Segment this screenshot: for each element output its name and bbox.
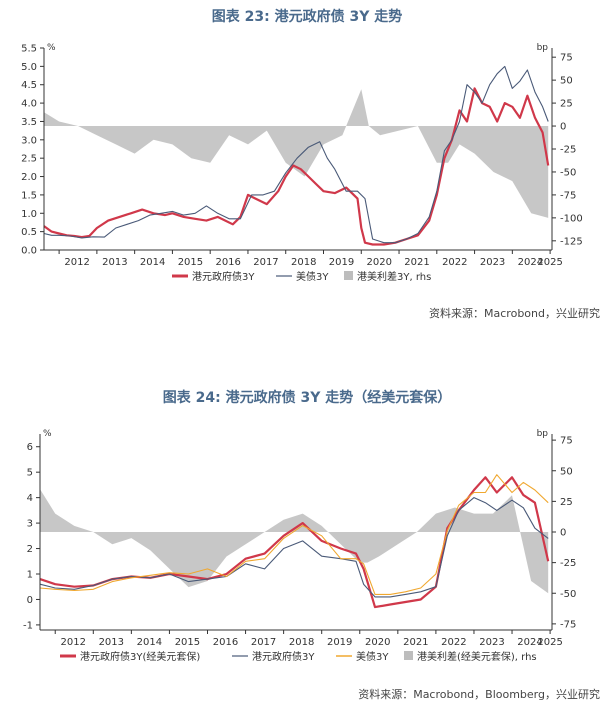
chart1-left-tick-label: 0.5 (21, 227, 37, 238)
chart1-left-unit: % (47, 43, 56, 53)
chart1: 0.0 0.5 1.0 1.5 2.0 2.5 3.0 3.5 4.0 4.5 5.0 5.5 75 50… (21, 43, 583, 283)
chart1-right-tick-label: 25 (560, 99, 573, 110)
chart1-x-tick-label: 2016 (215, 257, 240, 268)
chart1-left-tick-label: 3.0 (21, 135, 37, 146)
chart1-left-tick-label: 4.0 (21, 99, 37, 110)
chart1-x-tick-label: 2012 (64, 257, 89, 268)
chart1-left-tick-label: 1.0 (21, 209, 37, 220)
chart1-x-tick-label: 2025 (537, 257, 562, 268)
chart2-legend-swatch (404, 651, 413, 660)
chart2-right-tick-label: -75 (560, 619, 576, 630)
chart2-x-tick-label: 2023 (479, 637, 504, 648)
chart1-left-tick-label: 1.5 (21, 190, 37, 201)
chart2-left-tick-label: 4 (27, 493, 33, 504)
chart1-legend-swatch (344, 271, 353, 280)
chart2-left-tick-label: 6 (27, 442, 33, 453)
chart2-right-tick-label: 0 (560, 528, 566, 539)
chart1-x-tick-label: 2017 (253, 257, 278, 268)
chart2-left-tick-label: 1 (27, 570, 33, 581)
chart1-left-tick-label: 2.0 (21, 172, 37, 183)
chart2-x-tick-label: 2024 (517, 637, 542, 648)
chart1-x-tick-label: 2024 (518, 257, 543, 268)
chart2-x-tick-label: 2014 (137, 637, 162, 648)
chart1-right-tick-label: -100 (560, 213, 583, 224)
chart1-left-tick-label: 4.5 (21, 80, 37, 91)
chart1-right-tick-label: -125 (560, 236, 583, 247)
chart2-left-unit: % (43, 429, 52, 439)
chart2-x-tick-label: 2015 (175, 637, 200, 648)
chart1-left-tick-label: 2.5 (21, 154, 37, 165)
chart2-series-2-line (39, 474, 549, 595)
chart1-x-tick-label: 2018 (291, 257, 316, 268)
chart1-series-1-line (43, 65, 549, 244)
chart2-legend-label: 港美利差(经美元套保), rhs (417, 650, 537, 663)
chart2-series-3-area (40, 489, 549, 594)
chart1-x-tick-label: 2013 (102, 257, 127, 268)
chart2-x-tick-label: 2022 (441, 637, 466, 648)
chart2-x-tick-label: 2017 (251, 637, 276, 648)
chart1-right-tick-label: 50 (560, 76, 573, 87)
chart2-series-1-line (39, 497, 549, 598)
chart1-left-tick-label: 3.5 (21, 117, 37, 128)
chart2-x-tick-label: 2018 (289, 637, 314, 648)
chart1-source: 资料来源：Macrobond，兴业研究 (429, 307, 600, 320)
chart2-left-tick-label: 3 (27, 519, 33, 530)
chart2-x-tick-label: 2025 (537, 637, 562, 648)
chart2-left-tick-label: 5 (27, 468, 33, 479)
chart2-right-tick-label: -50 (560, 589, 576, 600)
chart1-right-tick-label: -75 (560, 190, 576, 201)
chart2-x-tick-label: 2021 (403, 637, 428, 648)
chart1-left-tick-label: 5.0 (21, 62, 37, 73)
chart2-left-tick-label: 0 (27, 595, 33, 606)
chart1-title: 图表 23: 港元政府债 3Y 走势 (211, 9, 403, 25)
chart1-x-tick-label: 2023 (480, 257, 505, 268)
chart1-legend-label: 港元政府债3Y (192, 270, 255, 283)
chart1-x-tick-label: 2020 (367, 257, 392, 268)
chart2-x-tick-label: 2019 (327, 637, 352, 648)
chart1-right-unit: bp (537, 43, 549, 53)
chart1-right-tick-label: 0 (560, 122, 566, 133)
chart1-right-tick-label: -50 (560, 167, 576, 178)
chart2-legend-label: 美债3Y (356, 650, 389, 663)
chart2-x-tick-label: 2013 (99, 637, 124, 648)
chart1-x-tick-label: 2015 (178, 257, 203, 268)
chart2-x-tick-label: 2012 (61, 637, 86, 648)
chart1-x-tick-label: 2014 (140, 257, 165, 268)
chart2-right-tick-label: 50 (560, 466, 573, 477)
chart1-series-2-area (44, 89, 549, 218)
chart2-source: 资料来源：Macrobond，Bloomberg，兴业研究 (358, 688, 600, 701)
chart1-legend-label: 港美利差3Y, rhs (357, 270, 431, 283)
chart1-x-tick-label: 2022 (442, 257, 467, 268)
chart1-x-tick-label: 2021 (404, 257, 429, 268)
chart2-right-tick-label: -25 (560, 558, 576, 569)
chart2: -1 0 1 2 3 4 5 6 75 50 25 0 -25 -50 -75% bp 2012 2013 2014… (23, 429, 576, 663)
chart1-right-tick-label: -25 (560, 145, 576, 156)
chart2-title: 图表 24: 港元政府债 3Y 走势（经美元套保） (162, 390, 452, 406)
chart2-x-tick-label: 2016 (213, 637, 238, 648)
chart1-series-0-line (43, 87, 550, 246)
chart2-right-tick-label: 75 (560, 436, 573, 447)
chart2-left-tick-label: 2 (27, 544, 33, 555)
chart1-legend-label: 美债3Y (296, 270, 329, 283)
chart2-left-tick-label: -1 (23, 620, 33, 631)
chart1-x-tick-label: 2019 (329, 257, 354, 268)
chart2-right-tick-label: 25 (560, 497, 573, 508)
chart2-legend-label: 港元政府债3Y(经美元套保) (80, 650, 200, 663)
chart2-legend-label: 港元政府债3Y (252, 650, 315, 663)
chart1-left-tick-label: 5.5 (21, 44, 37, 55)
chart1-left-tick-label: 0.0 (21, 246, 37, 257)
chart2-x-tick-label: 2020 (365, 637, 390, 648)
chart1-right-tick-label: 75 (560, 53, 573, 64)
chart2-right-unit: bp (537, 429, 549, 439)
